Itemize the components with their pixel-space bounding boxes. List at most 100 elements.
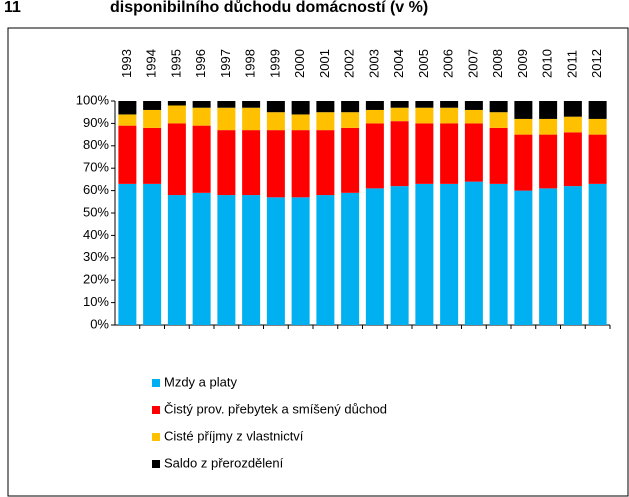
bar-segment — [266, 101, 285, 113]
legend-label: Mzdy a platy — [164, 374, 237, 389]
bar-segment — [143, 127, 162, 184]
bar-segment — [118, 125, 137, 184]
bar-segment — [365, 101, 384, 110]
x-tick-label: 1996 — [193, 49, 208, 78]
bar-segment — [192, 192, 211, 325]
bar-segment — [563, 186, 582, 325]
bar-segment — [539, 188, 558, 325]
bar-segment — [489, 112, 508, 128]
bar-segment — [415, 183, 434, 325]
bar-segment — [539, 101, 558, 119]
legend-swatch — [152, 406, 160, 414]
x-tick-label: 2005 — [416, 49, 431, 78]
bar-segment — [440, 123, 459, 184]
bar-segment — [217, 107, 236, 131]
bar-segment — [242, 195, 261, 325]
x-tick-label: 2001 — [317, 49, 332, 78]
bar-segment — [316, 101, 335, 113]
bar-segment — [143, 183, 162, 325]
bar-segment — [440, 101, 459, 108]
x-tick-label: 2011 — [564, 50, 579, 78]
bar-segment — [514, 190, 533, 325]
bar-segment — [390, 107, 409, 122]
legend-label: Cisté příjmy z vlastnictví — [164, 428, 304, 443]
bar-segment — [192, 125, 211, 193]
y-tick-label: 50% — [83, 204, 109, 219]
y-tick-label: 100% — [76, 92, 110, 107]
x-tick-label: 2008 — [490, 49, 505, 78]
x-tick-label: 2004 — [391, 49, 406, 78]
bar-segment — [217, 130, 236, 196]
bar-segment — [415, 107, 434, 124]
bar-segment — [415, 123, 434, 184]
bar-segment — [291, 130, 310, 198]
bar-segment — [440, 107, 459, 124]
x-tick-label: 1999 — [267, 49, 282, 78]
y-tick-label: 10% — [83, 294, 109, 309]
bar-segment — [415, 101, 434, 108]
bar-segment — [217, 195, 236, 325]
bar-segment — [316, 112, 335, 131]
bar-segment — [192, 107, 211, 126]
bar-segment — [440, 183, 459, 325]
y-tick-label: 70% — [83, 160, 109, 175]
bar-segment — [118, 183, 137, 325]
bar-segment — [242, 101, 261, 108]
bar-segment — [167, 123, 186, 196]
bar-segment — [217, 101, 236, 108]
x-tick-label: 2002 — [342, 49, 357, 78]
bar-segment — [464, 123, 483, 182]
bar-segment — [464, 109, 483, 124]
legend-label: Čistý prov. přebytek a smíšený důchod — [164, 401, 387, 416]
x-tick-label: 2010 — [540, 49, 555, 78]
bar-segment — [266, 112, 285, 131]
x-tick-label: 1995 — [168, 49, 183, 78]
bar-segment — [118, 101, 137, 115]
x-tick-label: 2007 — [465, 49, 480, 78]
x-tick-label: 2000 — [292, 49, 307, 78]
bar-segment — [588, 101, 607, 119]
bar-segment — [464, 101, 483, 110]
y-tick-label: 40% — [83, 227, 109, 242]
figure-number: 11 — [4, 0, 21, 16]
bar-segment — [514, 134, 533, 191]
bar-segment — [242, 130, 261, 196]
bar-segment — [489, 183, 508, 325]
bar-segment — [242, 107, 261, 131]
chart-title: disponibilního důchodu domácností (v %) — [110, 0, 428, 16]
bar-segment — [143, 101, 162, 110]
bar-segment — [365, 188, 384, 325]
bar-segment — [266, 130, 285, 198]
legend-swatch — [152, 379, 160, 387]
bar-segment — [316, 130, 335, 196]
legend-swatch — [152, 433, 160, 441]
bar-segment — [167, 101, 186, 106]
y-tick-label: 30% — [83, 249, 109, 264]
bar-segment — [316, 195, 335, 325]
bar-segment — [514, 101, 533, 119]
bar-segment — [563, 101, 582, 117]
legend-swatch — [152, 460, 160, 468]
bar-segment — [167, 195, 186, 325]
y-tick-label: 90% — [83, 115, 109, 130]
bar-segment — [390, 121, 409, 187]
bar-segment — [588, 118, 607, 135]
bar-segment — [563, 116, 582, 133]
y-tick-label: 60% — [83, 182, 109, 197]
bar-segment — [291, 114, 310, 131]
bar-segment — [167, 105, 186, 124]
y-tick-label: 0% — [90, 316, 109, 331]
y-tick-label: 80% — [83, 137, 109, 152]
x-tick-label: 2006 — [441, 49, 456, 78]
bar-segment — [539, 118, 558, 135]
bar-segment — [588, 134, 607, 184]
bar-segment — [489, 127, 508, 184]
bar-segment — [464, 181, 483, 325]
x-tick-label: 1997 — [218, 49, 233, 78]
bar-segment — [341, 127, 360, 193]
bar-segment — [143, 109, 162, 128]
x-tick-label: 1994 — [144, 49, 159, 78]
bar-segment — [588, 183, 607, 325]
bar-segment — [489, 101, 508, 113]
